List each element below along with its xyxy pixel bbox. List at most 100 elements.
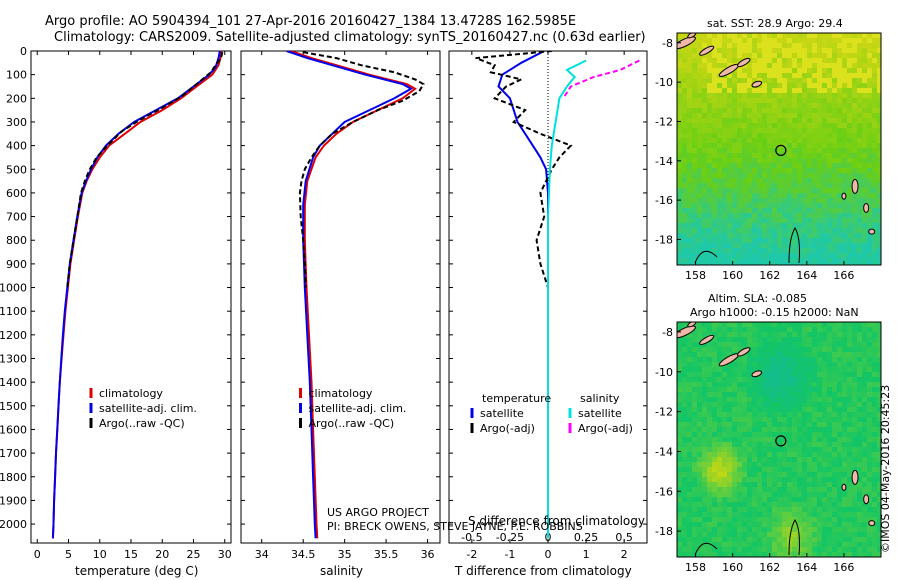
- map-cell: [677, 108, 683, 114]
- map-cell: [707, 183, 713, 189]
- map-cell: [712, 482, 718, 488]
- map-cell: [862, 482, 868, 488]
- argo-position-marker: [775, 144, 787, 156]
- map-cell: [747, 372, 753, 378]
- map-cell: [872, 128, 878, 134]
- map-cell: [807, 183, 813, 189]
- map-cell: [817, 342, 823, 348]
- map-cell: [692, 372, 698, 378]
- map-cell: [802, 442, 808, 448]
- map-cell: [842, 183, 848, 189]
- map-cell: [807, 133, 813, 139]
- map-cell: [772, 103, 778, 109]
- map-cell: [777, 78, 783, 84]
- map-cell: [692, 143, 698, 149]
- map-cell: [697, 512, 703, 518]
- map-cell: [757, 462, 763, 468]
- map-cell: [847, 507, 853, 513]
- map-cell: [722, 462, 728, 468]
- map-cell: [727, 53, 733, 59]
- map-cell: [702, 83, 708, 89]
- map-cell: [692, 203, 698, 209]
- map-cell: [862, 442, 868, 448]
- map-cell: [707, 462, 713, 468]
- map-cell: [767, 507, 773, 513]
- map-cell: [827, 128, 833, 134]
- figure-title-line2: Climatology: CARS2009. Satellite-adjuste…: [54, 30, 646, 45]
- map-cell: [732, 337, 738, 343]
- map-cell: [772, 547, 778, 553]
- map-cell: [877, 482, 881, 488]
- map-cell: [747, 63, 753, 69]
- map-cell: [862, 78, 868, 84]
- map-cell: [742, 407, 748, 413]
- map-cell: [812, 43, 818, 49]
- map-cell: [802, 223, 808, 229]
- map-cell: [867, 397, 873, 403]
- map-cell: [717, 68, 723, 74]
- map-cell: [802, 477, 808, 483]
- map-cell: [822, 93, 828, 99]
- map-cell: [677, 123, 683, 129]
- map-cell: [812, 427, 818, 433]
- map-cell: [757, 163, 763, 169]
- map-cell: [797, 507, 803, 513]
- map-cell: [702, 527, 708, 533]
- map-cell: [817, 223, 823, 229]
- map-cell: [862, 88, 868, 94]
- map-cell: [817, 442, 823, 448]
- map-cell: [717, 188, 723, 194]
- map-cell: [877, 88, 881, 94]
- map-cell: [682, 457, 688, 463]
- map-cell: [742, 158, 748, 164]
- map-cell: [692, 542, 698, 548]
- map-cell: [862, 123, 868, 129]
- map-cell: [692, 108, 698, 114]
- map-cell: [737, 183, 743, 189]
- map-cell: [677, 477, 683, 483]
- map-cell: [747, 228, 753, 234]
- map-cell: [857, 402, 863, 408]
- map-cell: [762, 467, 768, 473]
- y-tick-label: 1800: [0, 471, 27, 484]
- map-cell: [862, 258, 868, 264]
- map-cell: [722, 223, 728, 229]
- map-cell: [827, 527, 833, 533]
- map-cell: [822, 402, 828, 408]
- map-cell: [737, 33, 743, 39]
- map-cell: [752, 263, 758, 265]
- map-cell: [857, 497, 863, 503]
- map-cell: [697, 477, 703, 483]
- map-cell: [812, 392, 818, 398]
- map-cell: [872, 372, 878, 378]
- map-cell: [832, 188, 838, 194]
- panel-temperature: 0100200300400500600700800900100011001200…: [0, 45, 232, 561]
- map-cell: [842, 148, 848, 154]
- map-cell: [762, 48, 768, 54]
- map-cell: [832, 527, 838, 533]
- map-cell: [767, 372, 773, 378]
- map-cell: [787, 437, 793, 443]
- map-cell: [792, 437, 798, 443]
- map-cell: [682, 527, 688, 533]
- map-cell: [857, 183, 863, 189]
- map-cell: [827, 457, 833, 463]
- map-cell: [847, 407, 853, 413]
- map-cell: [877, 462, 881, 468]
- map-cell: [727, 193, 733, 199]
- map-cell: [772, 198, 778, 204]
- map-cell: [692, 397, 698, 403]
- map-y-tick-label: -16: [655, 194, 673, 207]
- map-cell: [747, 392, 753, 398]
- map-cell: [702, 63, 708, 69]
- map-cell: [707, 407, 713, 413]
- map-cell: [787, 412, 793, 418]
- map-cell: [692, 148, 698, 154]
- map-cell: [702, 537, 708, 543]
- map-cell: [722, 203, 728, 209]
- map-cell: [827, 437, 833, 443]
- map-cell: [827, 208, 833, 214]
- map-cell: [712, 103, 718, 109]
- map-cell: [777, 208, 783, 214]
- map-cell: [682, 547, 688, 553]
